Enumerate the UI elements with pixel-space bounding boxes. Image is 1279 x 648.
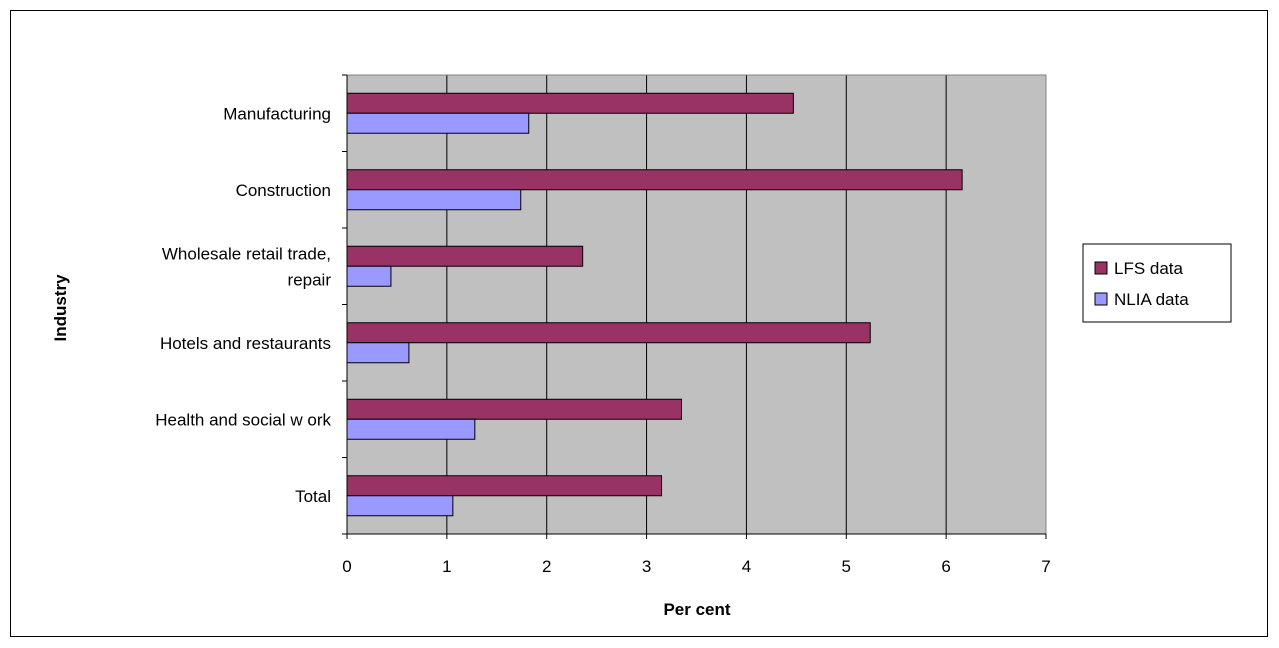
x-tick-label: 1	[442, 557, 451, 576]
legend-swatch	[1094, 292, 1108, 306]
category-label: Wholesale retail trade,	[162, 244, 331, 263]
x-axis-title: Per cent	[663, 600, 730, 619]
category-label: Manufacturing	[223, 104, 331, 123]
category-label: repair	[288, 270, 332, 289]
legend-swatch	[1094, 261, 1108, 275]
x-tick-label: 4	[742, 557, 751, 576]
category-label: Hotels and restaurants	[160, 334, 331, 353]
plot-background	[347, 75, 1046, 534]
bar-lfs	[346, 92, 794, 114]
x-tick-label: 2	[542, 557, 551, 576]
x-tick-label: 6	[941, 557, 950, 576]
bar-lfs	[346, 169, 963, 191]
plot-area	[342, 74, 1047, 535]
bar-nlia	[346, 189, 522, 211]
category-labels: Manufacturing Construction Wholesale retai…	[155, 104, 331, 506]
bar-nlia	[346, 265, 392, 287]
legend: LFS data NLIA data	[1082, 243, 1232, 323]
bar-nlia	[346, 112, 530, 134]
bar-nlia	[346, 418, 476, 440]
bar-nlia	[346, 495, 454, 517]
legend-box	[1082, 243, 1232, 323]
x-axis-ticks: 0 1 2 3 4 5 6 7	[342, 534, 1051, 576]
category-label: Construction	[236, 181, 331, 200]
legend-label: NLIA data	[1114, 290, 1189, 309]
x-tick-label: 3	[642, 557, 651, 576]
bar-lfs	[346, 398, 683, 420]
category-label: Health and social w ork	[155, 410, 331, 429]
x-tick-label: 7	[1041, 557, 1050, 576]
legend-label: LFS data	[1114, 259, 1184, 278]
bar-lfs	[346, 322, 871, 344]
bar-nlia	[346, 342, 410, 364]
x-tick-label: 5	[842, 557, 851, 576]
y-axis-title: Industry	[51, 274, 70, 342]
x-tick-label: 0	[342, 557, 351, 576]
category-label: Total	[295, 487, 331, 506]
bar-lfs	[346, 475, 663, 497]
bar-lfs	[346, 245, 584, 267]
